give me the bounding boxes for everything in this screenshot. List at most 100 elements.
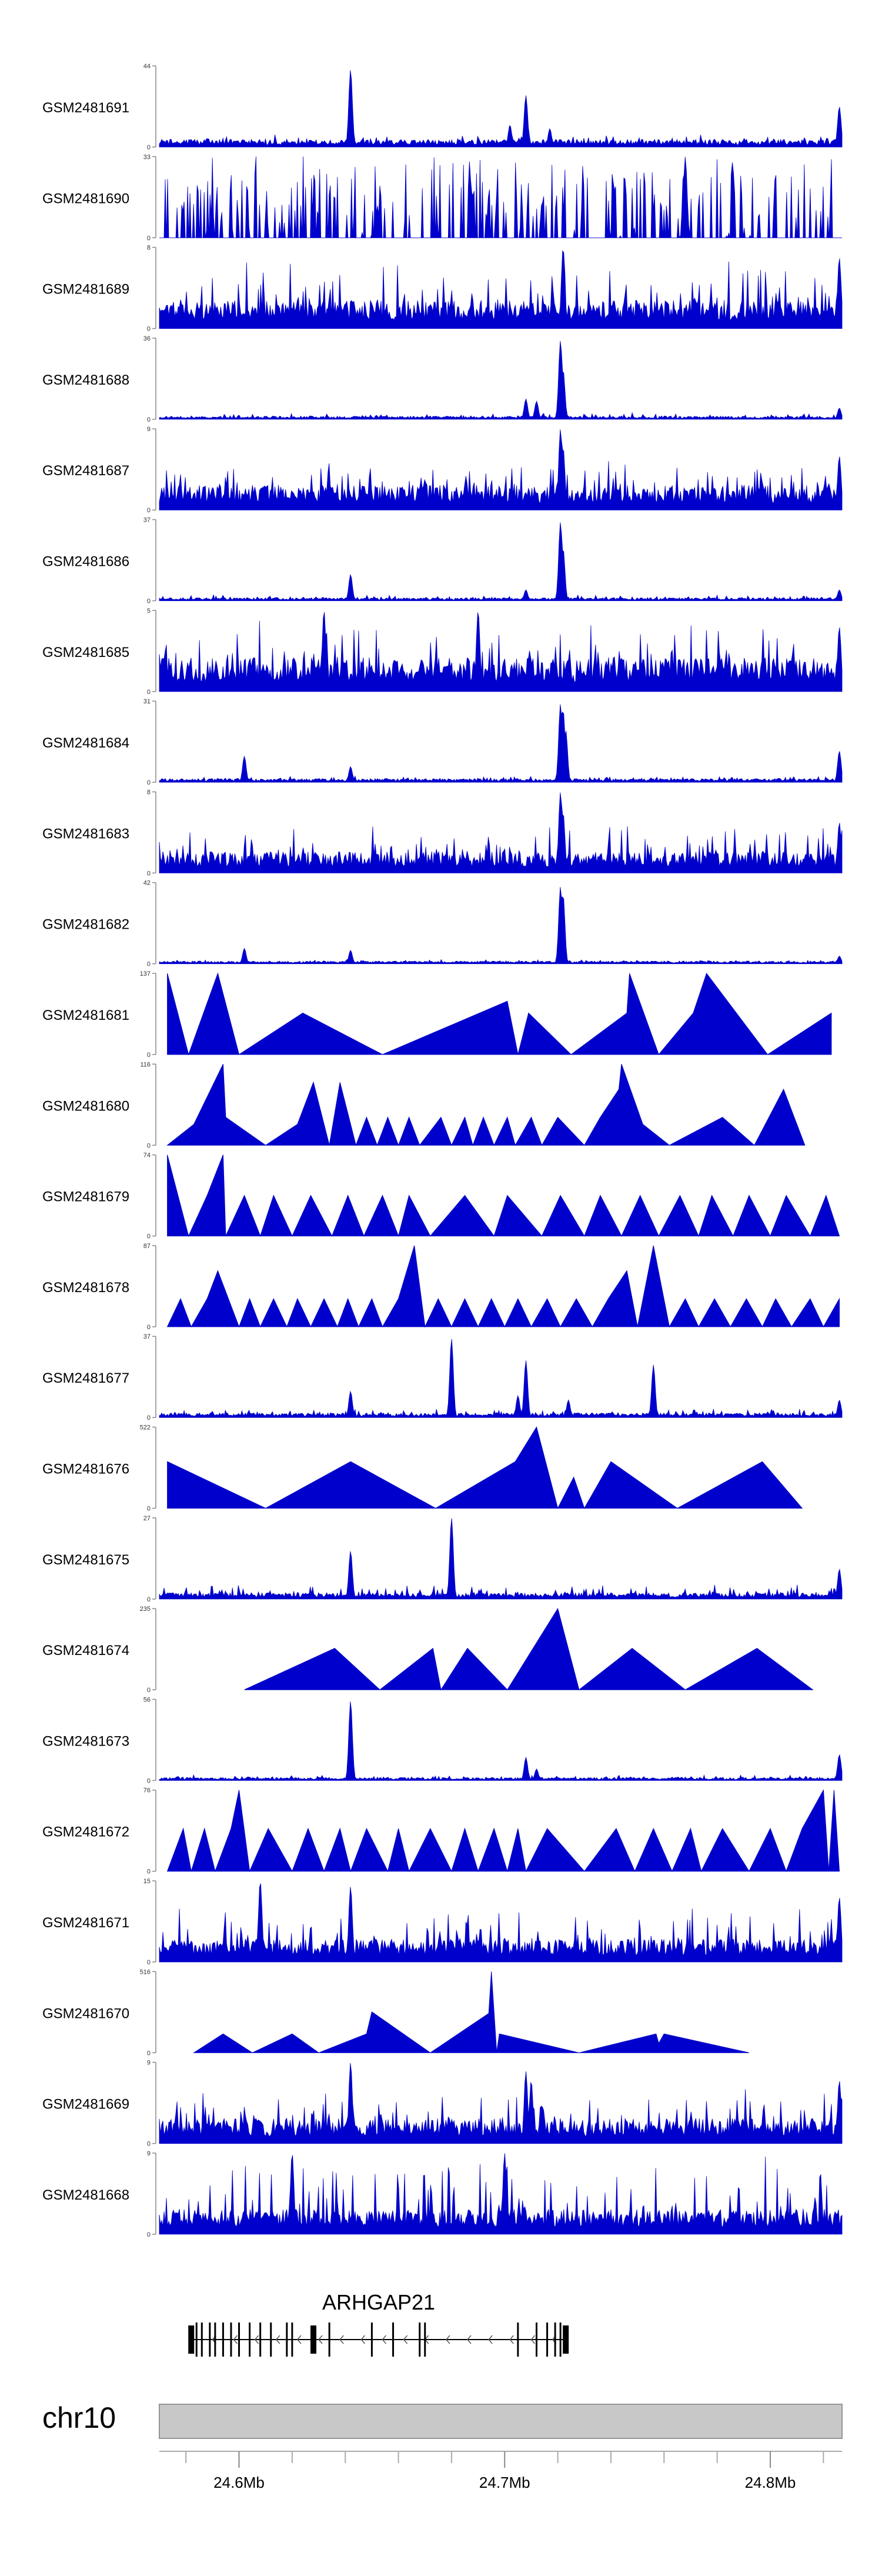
strand-arrow	[467, 2335, 472, 2344]
track-ymin-label: 0	[147, 1868, 151, 1876]
track-signal	[159, 1883, 843, 1963]
track-signal	[159, 156, 842, 239]
track-label: GSM2481684	[42, 735, 129, 751]
track-ymax-label: 9	[147, 2150, 151, 2157]
track-label: GSM2481686	[42, 554, 129, 570]
track-ymax-label: 9	[147, 2060, 151, 2067]
track-ymin-label: 0	[147, 870, 151, 877]
track-label: GSM2481687	[42, 463, 129, 479]
strand-arrow	[445, 2335, 450, 2344]
gene-exon	[546, 2323, 549, 2357]
track-ymin-label: 0	[147, 235, 151, 242]
track-ymax-label: 8	[147, 789, 151, 796]
track-label: GSM2481688	[42, 372, 129, 388]
track-label: GSM2481673	[42, 1733, 129, 1749]
track-ymin-label: 0	[147, 598, 151, 605]
gene-exon	[517, 2323, 519, 2357]
track-ymin-label: 0	[147, 2050, 151, 2057]
track-label: GSM2481690	[42, 191, 129, 206]
track-signal	[193, 1971, 750, 2053]
track-label: GSM2481677	[42, 1370, 129, 1386]
track-signal	[159, 429, 843, 510]
track-ymax-label: 76	[143, 1787, 151, 1794]
track-ymin-label: 0	[147, 507, 151, 514]
track-ymax-label: 9	[147, 426, 151, 433]
track-label: GSM2481672	[42, 1824, 129, 1840]
track-label: GSM2481669	[42, 2097, 129, 2113]
gene-exon	[201, 2323, 203, 2357]
gene-track: ARHGAP21	[188, 2290, 569, 2357]
track-label: GSM2481680	[42, 1098, 129, 1114]
strand-arrow	[296, 2335, 302, 2344]
track-ymax-label: 522	[140, 1424, 151, 1432]
track-GSM2481670: GSM2481670 516 0	[42, 1968, 750, 2057]
track-ymin-label: 0	[147, 326, 151, 333]
track-signal	[159, 522, 843, 601]
track-label: GSM2481679	[42, 1189, 129, 1205]
gene-exon	[195, 2323, 198, 2357]
track-GSM2481679: GSM2481679 74 0	[42, 1152, 840, 1240]
strand-arrow	[509, 2335, 514, 2344]
gene-exon	[563, 2325, 569, 2354]
gene-exon	[310, 2325, 317, 2354]
track-GSM2481674: GSM2481674 235 0	[42, 1606, 814, 1694]
gene-exon	[419, 2323, 421, 2357]
strand-arrow	[360, 2335, 365, 2344]
track-ymax-label: 87	[143, 1243, 151, 1250]
strand-arrow	[318, 2335, 323, 2344]
track-label: GSM2481691	[42, 100, 129, 116]
axis-tick-label: 24.6Mb	[213, 2474, 265, 2491]
chromosome-axis: chr10 24.6Mb 24.7Mb 24.8Mb	[42, 2401, 843, 2491]
strand-arrow	[488, 2335, 493, 2344]
track-ymax-label: 37	[143, 1333, 151, 1340]
track-GSM2481677: GSM2481677 37 0	[42, 1333, 843, 1422]
track-ymin-label: 0	[147, 1596, 151, 1603]
track-ymax-label: 8	[147, 245, 151, 252]
gene-exon	[238, 2323, 240, 2357]
track-ymin-label: 0	[147, 1233, 151, 1240]
track-ymax-label: 27	[143, 1515, 151, 1522]
track-signal	[159, 2153, 843, 2235]
track-GSM2481686: GSM2481686 37 0	[42, 517, 843, 605]
track-GSM2481681: GSM2481681 137 0	[42, 970, 832, 1059]
track-label: GSM2481670	[42, 2006, 129, 2021]
track-ymin-label: 0	[147, 1506, 151, 1513]
track-ymin-label: 0	[147, 1959, 151, 1966]
track-ymax-label: 42	[143, 880, 151, 887]
chromosome-label: chr10	[42, 2401, 116, 2434]
track-ymax-label: 31	[143, 698, 151, 705]
track-GSM2481684: GSM2481684 31 0	[42, 698, 843, 786]
track-GSM2481688: GSM2481688 36 0	[42, 335, 843, 423]
track-ymax-label: 235	[140, 1606, 151, 1613]
strand-arrow	[254, 2335, 259, 2344]
gene-exon	[286, 2323, 288, 2357]
gene-exon	[535, 2323, 537, 2357]
gene-exon	[291, 2323, 293, 2357]
gene-exon	[392, 2323, 395, 2357]
strand-arrow	[530, 2335, 536, 2344]
track-GSM2481668: GSM2481668 9 0	[42, 2150, 843, 2238]
strand-arrow	[233, 2335, 238, 2344]
track-GSM2481687: GSM2481687 9 0	[42, 426, 843, 514]
track-ymin-label: 0	[147, 1142, 151, 1149]
track-signal	[159, 70, 843, 148]
track-signal	[244, 1607, 814, 1691]
data-tracks: GSM2481691440GSM2481690330GSM248168980GS…	[42, 63, 843, 2238]
track-signal	[167, 1426, 803, 1509]
gene-exon	[188, 2325, 195, 2354]
axis-tick-label: 24.8Mb	[745, 2474, 796, 2491]
track-signal	[159, 612, 843, 692]
gene-exon	[209, 2323, 211, 2357]
track-signal	[159, 2063, 843, 2144]
track-label: GSM2481685	[42, 645, 129, 660]
track-signal	[159, 1701, 843, 1781]
gene-exon	[230, 2323, 232, 2357]
track-GSM2481690: GSM2481690 33 0	[42, 154, 842, 242]
gene-exon	[370, 2323, 373, 2357]
track-ymin-label: 0	[147, 2141, 151, 2148]
track-label: GSM2481674	[42, 1643, 129, 1659]
track-ymin-label: 0	[147, 1052, 151, 1059]
track-ymax-label: 74	[143, 1152, 151, 1159]
track-ymax-label: 44	[143, 63, 151, 70]
